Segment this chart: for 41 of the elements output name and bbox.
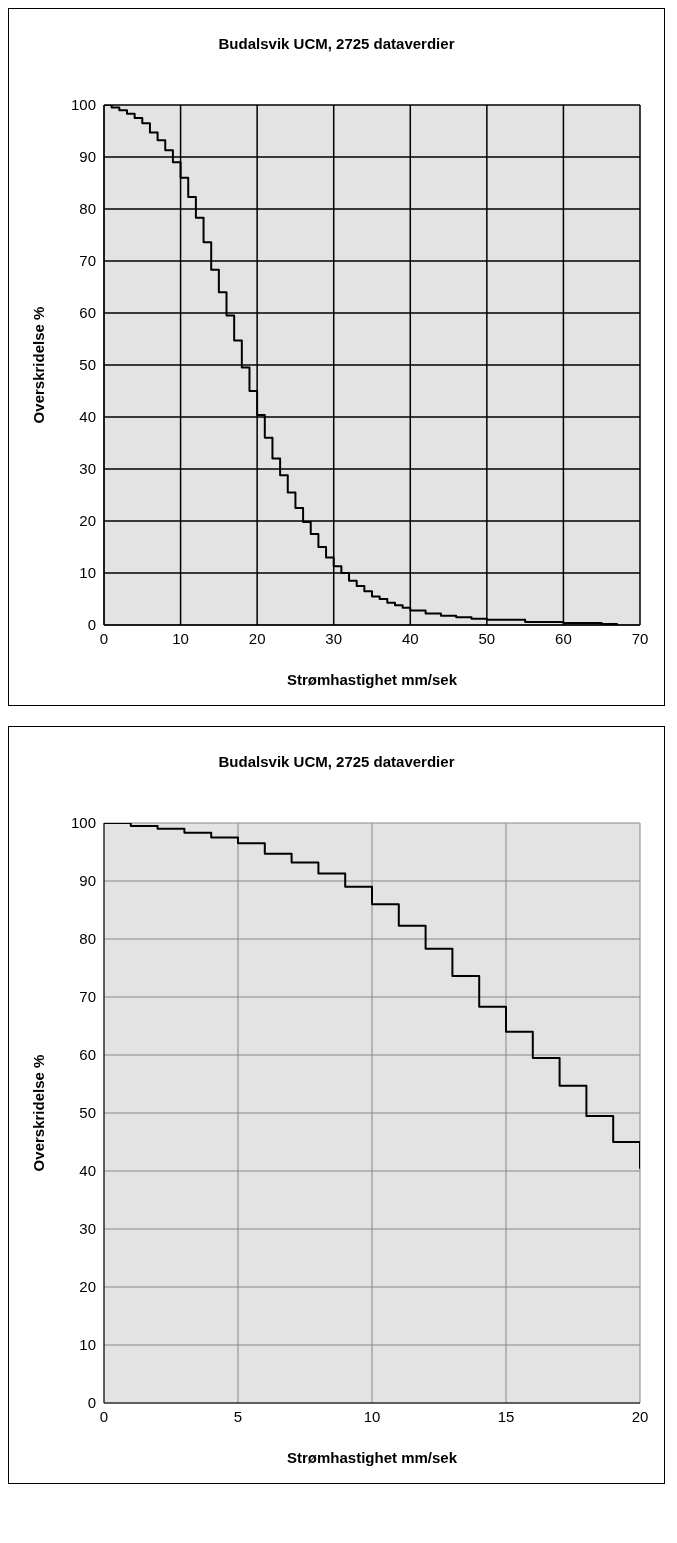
y-tick-label: 10 xyxy=(79,564,96,582)
x-tick-label: 30 xyxy=(325,629,343,647)
x-tick-label: 20 xyxy=(248,629,266,647)
y-tick-label: 90 xyxy=(79,872,96,890)
y-tick-label: 60 xyxy=(79,304,96,322)
chart-title: Budalsvik UCM, 2725 dataverdier xyxy=(217,34,456,54)
y-tick-label: 30 xyxy=(79,1220,96,1238)
x-tick-label: 10 xyxy=(363,1407,381,1425)
x-tick-label: 15 xyxy=(497,1407,515,1425)
x-tick-label: 5 xyxy=(233,1407,243,1425)
y-tick-label: 90 xyxy=(79,148,96,166)
x-tick-label: 20 xyxy=(631,1407,649,1425)
y-tick-label: 40 xyxy=(79,408,96,426)
y-tick-label: 80 xyxy=(79,930,96,948)
x-tick-label: 70 xyxy=(631,629,649,647)
y-tick-label: 20 xyxy=(79,1278,96,1296)
y-tick-label: 10 xyxy=(79,1336,96,1354)
y-tick-label: 100 xyxy=(70,96,96,114)
x-tick-label: 40 xyxy=(401,629,419,647)
y-tick-label: 70 xyxy=(79,252,96,270)
x-tick-label: 0 xyxy=(99,1407,109,1425)
y-tick-label: 60 xyxy=(79,1046,96,1064)
x-axis-title: Strømhastighet mm/sek xyxy=(286,1449,458,1466)
y-tick-label: 50 xyxy=(79,1104,96,1122)
x-axis-title: Strømhastighet mm/sek xyxy=(286,671,458,688)
y-axis-title: Overskridelse % xyxy=(30,306,48,424)
y-axis-title: Overskridelse % xyxy=(30,1054,48,1172)
y-tick-label: 80 xyxy=(79,200,96,218)
y-tick-label: 30 xyxy=(79,460,96,478)
x-tick-label: 60 xyxy=(555,629,572,647)
chart-title: Budalsvik UCM, 2725 dataverdier xyxy=(217,752,456,772)
y-tick-label: 100 xyxy=(70,814,96,832)
y-tick-label: 0 xyxy=(87,1394,96,1412)
y-tick-label: 50 xyxy=(79,356,96,374)
y-tick-label: 0 xyxy=(87,616,96,634)
x-tick-label: 0 xyxy=(99,629,109,647)
y-tick-label: 70 xyxy=(79,988,96,1006)
x-tick-label: 50 xyxy=(478,629,496,647)
y-tick-label: 40 xyxy=(79,1162,96,1180)
x-tick-label: 10 xyxy=(172,629,189,647)
y-tick-label: 20 xyxy=(79,512,96,530)
